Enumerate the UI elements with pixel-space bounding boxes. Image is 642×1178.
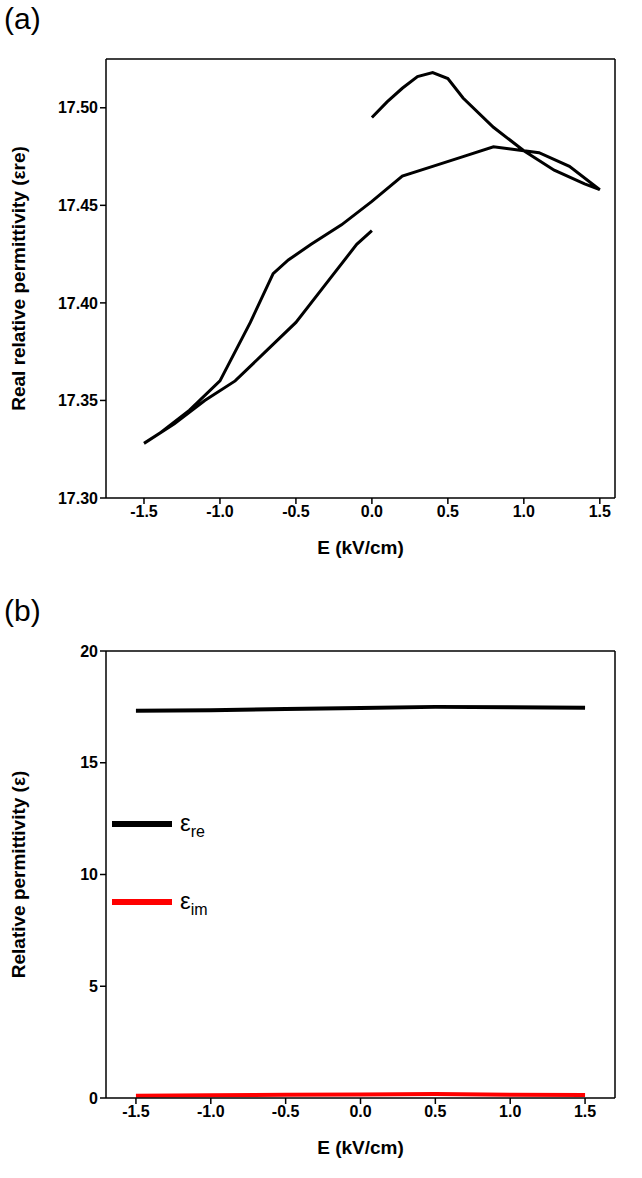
svg-text:15: 15 [80,754,98,771]
svg-text:Relative permittivity (ε): Relative permittivity (ε) [8,771,29,979]
svg-text:5: 5 [89,978,98,995]
svg-text:-1.0: -1.0 [197,1103,225,1120]
svg-text:17.50: 17.50 [58,99,98,116]
svg-text:1.5: 1.5 [589,503,611,520]
svg-text:1.0: 1.0 [513,503,535,520]
svg-text:0.5: 0.5 [437,503,459,520]
svg-text:E (kV/cm): E (kV/cm) [317,1137,404,1158]
svg-text:10: 10 [80,866,98,883]
html-text:εre: εre [180,809,205,840]
svg-text:-1.5: -1.5 [130,503,158,520]
svg-text:0.0: 0.0 [361,503,383,520]
svg-text:1.0: 1.0 [499,1103,521,1120]
svg-text:-0.5: -0.5 [282,503,310,520]
svg-text:-0.5: -0.5 [272,1103,300,1120]
svg-text:17.40: 17.40 [58,295,98,312]
svg-text:17.35: 17.35 [58,392,98,409]
html-text:(b): (b) [4,594,41,627]
html-text:(a): (a) [4,2,41,35]
svg-text:17.45: 17.45 [58,197,98,214]
html-text:εim: εim [180,887,208,919]
svg-text:-1.0: -1.0 [206,503,234,520]
svg-text:1.5: 1.5 [574,1103,596,1120]
svg-text:E (kV/cm): E (kV/cm) [317,537,404,558]
svg-text:0.0: 0.0 [349,1103,371,1120]
svg-text:0: 0 [89,1090,98,1107]
svg-text:-1.5: -1.5 [122,1103,150,1120]
svg-text:Real relative permittivity (εr: Real relative permittivity (εre) [8,146,29,411]
svg-text:0.5: 0.5 [424,1103,446,1120]
svg-text:20: 20 [80,643,98,660]
svg-text:17.30: 17.30 [58,490,98,507]
